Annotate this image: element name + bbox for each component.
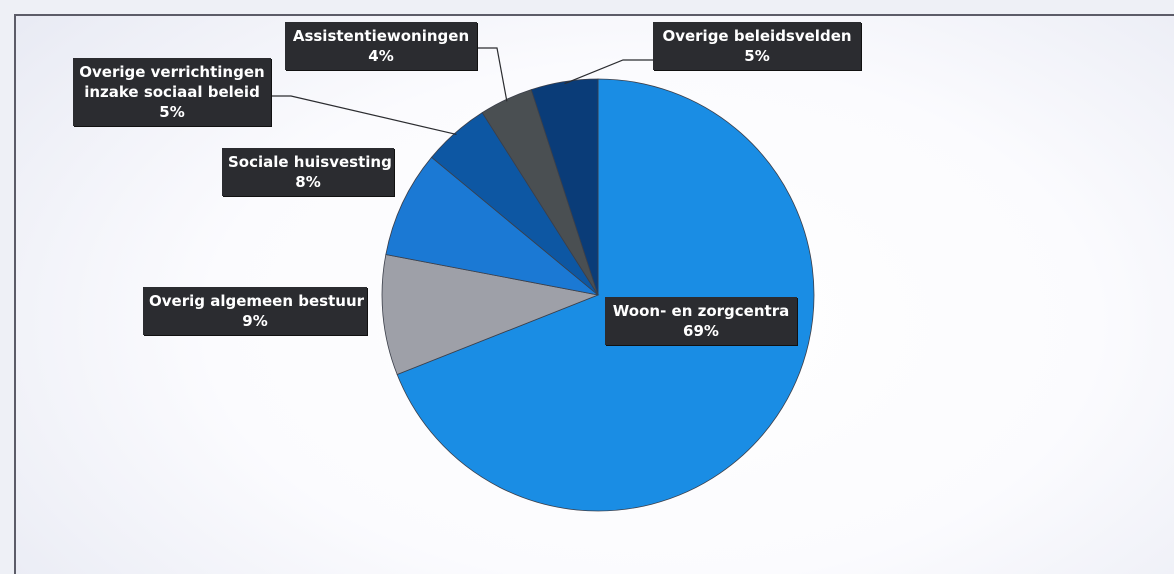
pie-slice xyxy=(385,156,599,296)
label-value: 5% xyxy=(744,47,770,65)
label-woon-en-zorgcentra: Woon- en zorgcentra 69% xyxy=(605,297,797,345)
leader-line xyxy=(564,59,653,85)
pie-chart xyxy=(271,47,815,512)
label-overige-beleidsvelden: Overige beleidsvelden 5% xyxy=(653,22,861,70)
label-name: Overige beleidsvelden xyxy=(662,27,852,45)
label-overig-algemeen-bestuur: Overig algemeen bestuur 9% xyxy=(143,287,367,335)
label-name-line2: inzake sociaal beleid xyxy=(84,83,260,101)
pie-slice xyxy=(530,78,599,296)
label-value: 5% xyxy=(159,103,185,121)
pie-slice xyxy=(381,254,600,376)
label-name-line1: Overige verrichtingen xyxy=(79,63,265,81)
leader-line xyxy=(477,47,508,102)
label-value: 9% xyxy=(242,312,268,330)
label-assistentiewoningen: Assistentiewoningen 4% xyxy=(285,22,477,70)
label-name: Assistentiewoningen xyxy=(292,27,470,45)
label-overige-verrichtingen: Overige verrichtingen inzake sociaal bel… xyxy=(73,58,271,126)
label-name: Sociale huisvesting xyxy=(228,153,392,171)
label-value: 8% xyxy=(295,173,321,191)
label-value: 69% xyxy=(683,322,719,340)
pie-slice xyxy=(396,78,815,512)
label-sociale-huisvesting: Sociale huisvesting 8% xyxy=(222,148,394,196)
label-name: Woon- en zorgcentra xyxy=(612,302,790,320)
label-name: Overig algemeen bestuur xyxy=(149,292,365,310)
label-value: 4% xyxy=(368,47,394,65)
leader-line xyxy=(271,95,457,136)
